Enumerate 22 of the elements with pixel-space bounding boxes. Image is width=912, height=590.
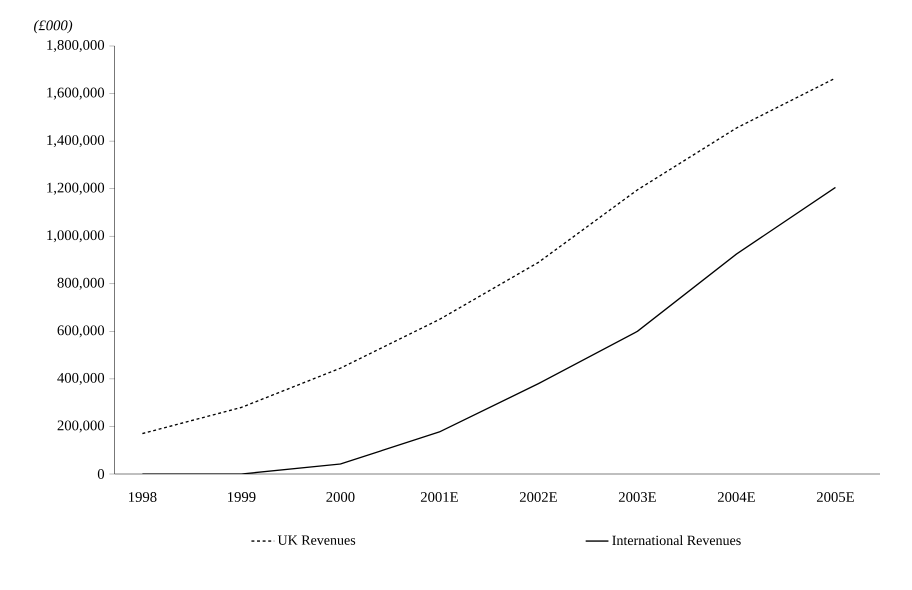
y-tick-label: 800,000 [58, 278, 104, 290]
y-tick-label: 1,400,000 [47, 135, 104, 148]
y-tick-label: 0 [98, 469, 104, 479]
x-tick-label: 2005E [816, 492, 854, 502]
y-tick-label: 1,600,000 [47, 88, 104, 100]
y-tick-label: 200,000 [58, 420, 104, 432]
y-tick-label: 400,000 [57, 372, 104, 385]
x-tick-label: 1999 [228, 492, 256, 502]
x-tick-label: 2003E [618, 492, 656, 502]
y-tick-label: 600,000 [58, 325, 104, 338]
x-tick-label: 2004E [718, 492, 755, 502]
y-tick-label: 1,200,000 [47, 182, 104, 195]
x-tick-label: 2000 [326, 492, 355, 502]
x-tick-label: 2002E [520, 492, 557, 502]
y-axis-title: (£000) [34, 20, 72, 34]
legend-label: UK Revenues [278, 536, 356, 545]
line-series [142, 77, 836, 434]
x-tick-label: 2001E [420, 492, 458, 502]
x-tick-label: 1998 [129, 492, 157, 502]
legend-label: International Revenues [612, 535, 741, 546]
y-tick-label: 1,000,000 [47, 230, 104, 242]
y-tick-label: 1,800,000 [47, 40, 104, 52]
